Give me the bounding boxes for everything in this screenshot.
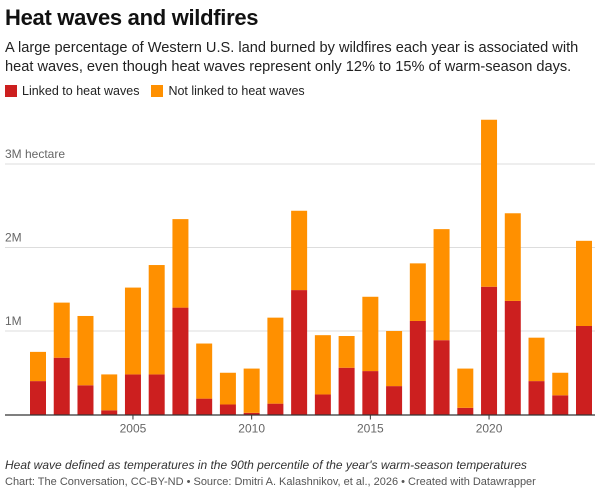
legend-swatch-not-linked <box>151 85 164 97</box>
bar-linked-2021 <box>504 300 521 415</box>
bar-not-linked-2014 <box>338 336 355 368</box>
bar-not-linked-2006 <box>148 265 165 375</box>
bar-not-linked-2021 <box>504 213 521 301</box>
chart-legend: Linked to heat waves Not linked to heat … <box>5 83 317 99</box>
chart-note: Heat wave defined as temperatures in the… <box>5 458 527 472</box>
bar-linked-2006 <box>148 374 165 415</box>
y-tick-label: 1M <box>5 314 22 328</box>
bar-linked-2016 <box>386 386 403 415</box>
bar-linked-2005 <box>124 374 141 415</box>
bar-not-linked-2023 <box>552 372 569 396</box>
bar-not-linked-2001 <box>30 351 46 382</box>
bar-linked-2012 <box>291 290 308 415</box>
y-tick-label: 3M hectare <box>5 147 65 161</box>
bar-not-linked-2019 <box>457 368 474 408</box>
legend-label-not-linked: Not linked to heat waves <box>168 84 305 98</box>
bar-not-linked-2009 <box>219 372 236 405</box>
bar-not-linked-2022 <box>528 337 545 382</box>
y-tick-label: 2M <box>5 231 22 245</box>
bar-not-linked-2007 <box>172 219 189 308</box>
bar-not-linked-2012 <box>291 210 308 291</box>
legend-item-not-linked: Not linked to heat waves <box>151 84 305 98</box>
bar-not-linked-2013 <box>314 335 331 395</box>
legend-label-linked: Linked to heat waves <box>22 84 140 98</box>
x-tick-label: 2010 <box>238 422 265 436</box>
bar-linked-2004 <box>101 410 118 415</box>
bar-linked-2022 <box>528 381 545 415</box>
bar-linked-2007 <box>172 307 189 415</box>
bar-not-linked-2017 <box>409 263 426 321</box>
bar-linked-2017 <box>409 320 426 415</box>
bar-linked-2015 <box>362 371 379 415</box>
bar-linked-2003 <box>77 385 94 415</box>
x-tick-label: 2020 <box>476 422 503 436</box>
bar-not-linked-2010 <box>243 368 260 413</box>
bar-not-linked-2003 <box>77 315 94 386</box>
bar-linked-2014 <box>338 367 355 415</box>
chart-title: Heat waves and wildfires <box>5 5 259 30</box>
x-tick-label: 2015 <box>357 422 384 436</box>
bar-linked-2009 <box>219 404 236 415</box>
bar-not-linked-2018 <box>433 229 450 341</box>
bar-not-linked-2005 <box>124 287 141 375</box>
bar-linked-2010 <box>243 412 260 415</box>
stacked-bar-chart: 1M 2M 3M hectare 2005 2010 2015 2020 <box>5 119 595 436</box>
bar-linked-2018 <box>433 340 450 415</box>
bar-not-linked-2002 <box>53 302 70 358</box>
bar-not-linked-2011 <box>267 317 284 404</box>
bar-linked-2013 <box>314 394 331 415</box>
legend-item-linked: Linked to heat waves <box>5 84 139 98</box>
bar-not-linked-2015 <box>362 296 379 372</box>
bar-linked-2020 <box>481 286 498 415</box>
bar-linked-2023 <box>552 395 569 415</box>
bar-linked-2001 <box>30 381 46 415</box>
bar-not-linked-2016 <box>386 331 403 387</box>
x-tick-label: 2005 <box>120 422 147 436</box>
bar-not-linked-2008 <box>196 343 213 399</box>
bar-linked-2002 <box>53 357 70 415</box>
bar-not-linked-2004 <box>101 374 118 411</box>
bar-linked-2011 <box>267 403 284 415</box>
bar-linked-2008 <box>196 398 213 415</box>
legend-swatch-linked <box>5 85 17 97</box>
bar-linked-2024 <box>576 325 592 415</box>
bar-not-linked-2024 <box>576 240 592 326</box>
bar-not-linked-2020 <box>481 119 498 287</box>
bar-linked-2019 <box>457 407 474 415</box>
chart-credit: Chart: The Conversation, CC-BY-ND • Sour… <box>5 476 536 488</box>
chart-subtitle: A large percentage of Western U.S. land … <box>5 40 579 75</box>
